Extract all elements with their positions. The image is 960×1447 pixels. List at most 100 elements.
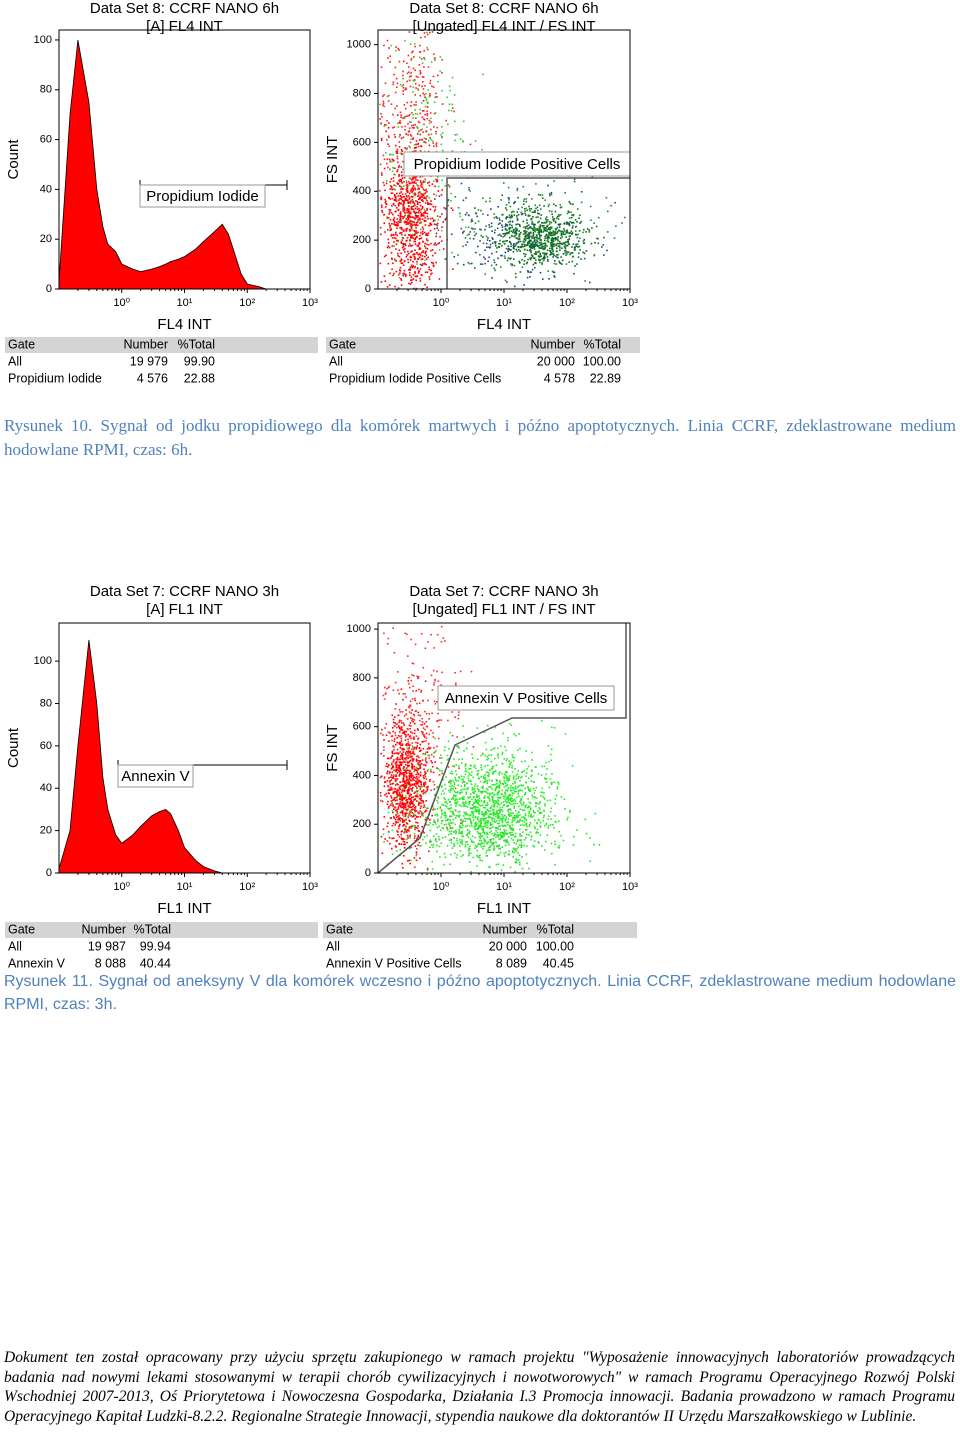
event-dot [499,781,501,783]
event-dot [538,246,540,249]
event-dot [390,776,392,778]
event-dot [408,71,410,73]
x-axis-label: FL1 INT [157,900,211,917]
event-dot [443,207,445,209]
event-dot [389,185,392,187]
event-dot [531,770,533,772]
event-dot [519,231,522,234]
event-dot [400,837,403,839]
event-dot [530,249,532,252]
event-dot [416,816,418,818]
event-dot [533,246,535,249]
event-dot [414,746,416,749]
event-dot [456,801,459,803]
event-dot [397,671,399,673]
event-dot [473,231,476,233]
event-dot [402,840,405,843]
event-dot [494,821,496,823]
event-dot [512,803,514,805]
event-dot [457,780,460,782]
event-dot [539,259,542,261]
event-dot [524,240,527,242]
event-dot [395,761,398,764]
event-dot [410,57,413,60]
event-dot [396,170,398,173]
event-dot [414,214,417,217]
event-dot [455,773,458,776]
event-dot [383,816,386,818]
event-dot [420,632,423,635]
event-dot [423,137,426,139]
event-dot [503,232,505,235]
event-dot [391,223,393,225]
event-dot [536,234,538,236]
event-dot [504,830,506,833]
event-dot [556,226,559,229]
event-dot [400,242,403,244]
event-dot [512,231,514,234]
event-dot [380,835,383,838]
event-dot [564,733,567,735]
event-dot [406,747,409,750]
event-dot [459,797,462,799]
event-dot [423,118,426,121]
event-dot [493,794,495,796]
event-dot [428,278,431,280]
event-dot [429,137,431,139]
event-dot [412,814,415,817]
event-dot [439,769,441,772]
event-dot [439,56,442,58]
event-dot [423,768,425,770]
event-dot [434,761,436,763]
event-dot [412,196,414,198]
event-dot [409,234,412,236]
event-dot [571,765,574,767]
event-dot [400,720,402,722]
event-dot [539,808,541,810]
event-dot [558,245,561,247]
event-dot [410,75,412,77]
event-dot [497,863,500,865]
event-dot [431,689,434,691]
event-dot [415,826,418,829]
event-dot [393,160,395,162]
event-dot [412,808,414,811]
event-dot [499,812,501,814]
event-dot [410,748,413,751]
event-dot [529,226,532,228]
event-dot [407,791,410,794]
event-dot [471,825,473,827]
event-dot [396,150,399,153]
event-dot [551,245,553,248]
event-dot [545,234,548,236]
event-dot [408,750,410,752]
event-dot [497,791,499,794]
event-dot [432,823,434,826]
event-dot [451,734,454,737]
event-dot [557,236,559,238]
event-dot [387,785,390,788]
event-dot [387,731,390,733]
event-dot [413,768,416,770]
event-dot [442,149,444,152]
event-dot [535,207,537,210]
event-dot [398,719,401,722]
event-dot [542,259,545,262]
event-dot [409,85,412,88]
event-dot [440,143,443,146]
event-dot [495,820,498,822]
event-dot [567,238,569,241]
event-dot [407,762,409,764]
event-dot [506,788,509,791]
event-dot [415,810,418,812]
event-dot [527,777,530,779]
event-dot [425,712,428,715]
event-dot [499,233,501,236]
event-dot [484,825,487,827]
event-dot [488,798,491,800]
event-dot [516,189,519,191]
event-dot [534,266,536,269]
event-dot [512,775,515,777]
event-dot [412,746,414,749]
event-dot [410,72,412,74]
